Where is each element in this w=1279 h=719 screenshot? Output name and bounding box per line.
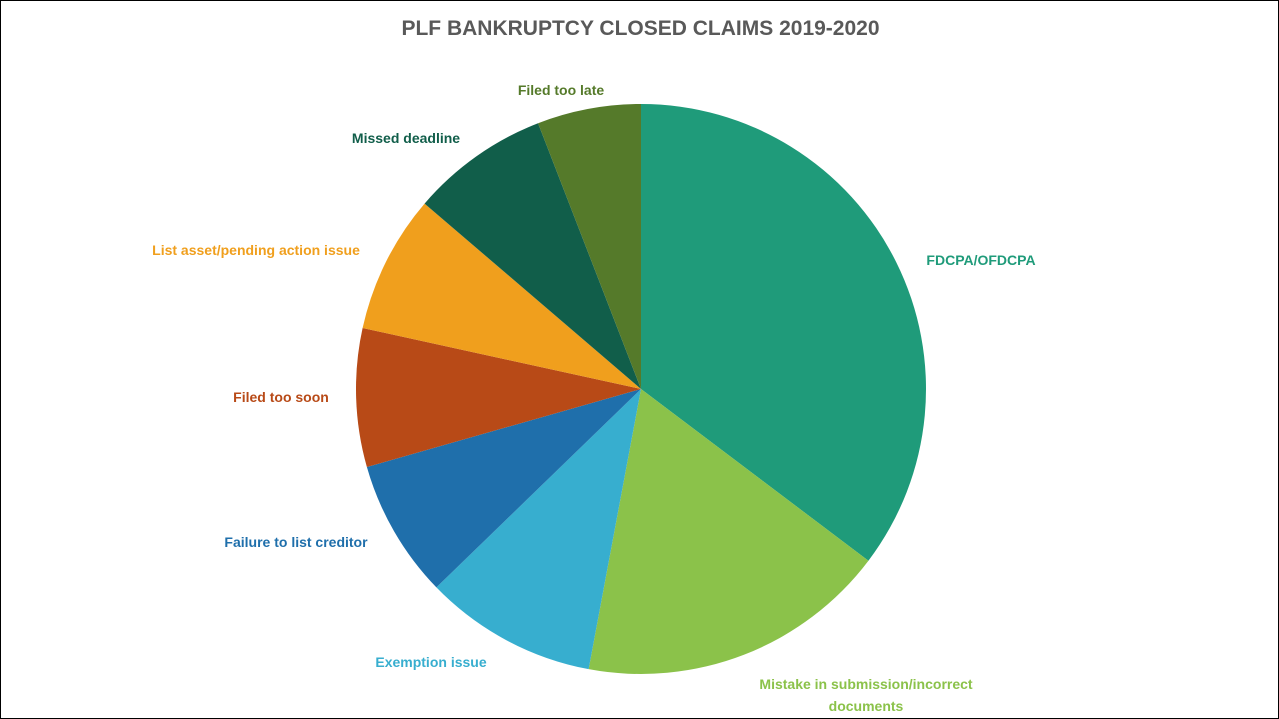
slice-label: FDCPA/OFDCPA <box>926 252 1036 268</box>
slice-label: Mistake in submission/incorrect document… <box>759 676 973 714</box>
slice-label: Exemption issue <box>375 654 487 670</box>
slice-label: List asset/pending action issue <box>152 242 360 258</box>
slice-label: Filed too soon <box>233 389 329 405</box>
slice <box>641 104 926 561</box>
chart-title: PLF BANKRUPTCY CLOSED CLAIMS 2019-2020 <box>401 17 880 40</box>
slice <box>356 328 641 467</box>
slice-label: Failure to list creditor <box>224 534 368 550</box>
slice-label: Filed too late <box>517 82 605 98</box>
slice <box>538 104 641 389</box>
slice <box>424 123 641 389</box>
slice-label: Missed deadline <box>351 130 461 146</box>
slice <box>588 389 869 674</box>
slice <box>362 203 641 389</box>
slice <box>436 389 641 670</box>
slice <box>366 389 641 588</box>
